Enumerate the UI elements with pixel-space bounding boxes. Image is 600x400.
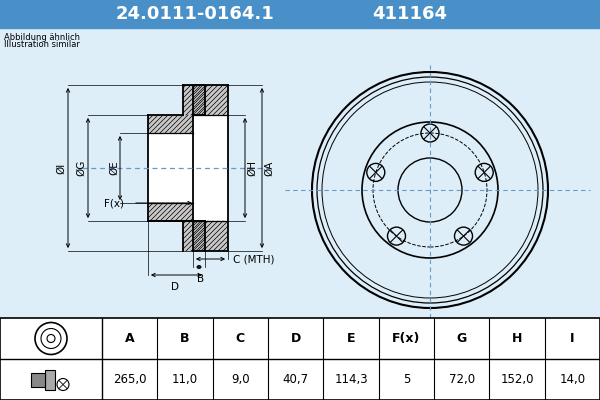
Text: G: G <box>457 332 467 345</box>
Text: 40,7: 40,7 <box>283 373 309 386</box>
Bar <box>31 372 45 386</box>
Text: ØH: ØH <box>247 160 257 176</box>
Bar <box>183 221 205 251</box>
Text: D: D <box>290 332 301 345</box>
Text: 152,0: 152,0 <box>500 373 534 386</box>
Text: E: E <box>347 332 355 345</box>
Text: 411164: 411164 <box>373 5 448 23</box>
Text: ØA: ØA <box>264 160 274 176</box>
Text: B: B <box>180 332 190 345</box>
Text: C (MTH): C (MTH) <box>233 254 275 264</box>
Text: 11,0: 11,0 <box>172 373 198 386</box>
Text: 9,0: 9,0 <box>231 373 250 386</box>
Text: Abbildung ähnlich: Abbildung ähnlich <box>4 33 80 42</box>
Bar <box>148 203 193 221</box>
Text: ØG: ØG <box>76 160 86 176</box>
Text: ØI: ØI <box>56 162 66 174</box>
Bar <box>193 221 228 251</box>
Text: B: B <box>197 274 205 284</box>
Text: 265,0: 265,0 <box>113 373 146 386</box>
Bar <box>0 318 600 400</box>
Text: Illustration similar: Illustration similar <box>4 40 80 49</box>
Bar <box>0 28 600 318</box>
Text: 5: 5 <box>403 373 410 386</box>
Text: A: A <box>125 332 134 345</box>
Text: 14,0: 14,0 <box>559 373 586 386</box>
Text: C: C <box>236 332 245 345</box>
Text: 72,0: 72,0 <box>449 373 475 386</box>
Bar <box>183 85 205 115</box>
Text: 24.0111-0164.1: 24.0111-0164.1 <box>116 5 274 23</box>
Text: D: D <box>170 282 179 292</box>
Bar <box>193 115 228 221</box>
Text: I: I <box>570 332 575 345</box>
Text: ØE: ØE <box>109 161 119 175</box>
Text: H: H <box>512 332 522 345</box>
Text: F(x): F(x) <box>392 332 421 345</box>
Bar <box>45 370 55 390</box>
Bar <box>193 85 228 115</box>
Bar <box>148 133 193 203</box>
Bar <box>0 0 600 28</box>
Text: 114,3: 114,3 <box>334 373 368 386</box>
Bar <box>148 115 193 133</box>
Text: F(x): F(x) <box>104 198 124 208</box>
Bar <box>0 318 600 400</box>
